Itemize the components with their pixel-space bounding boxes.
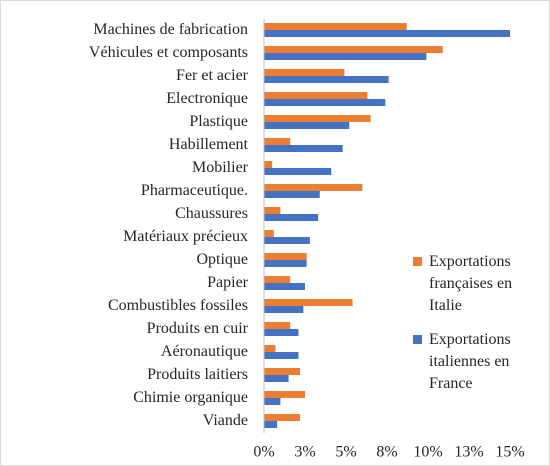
bar [264, 214, 319, 221]
y-tick-label: Aéronautique [161, 343, 248, 360]
bar [264, 46, 443, 53]
x-tick-label: 8% [376, 444, 397, 461]
bar [264, 421, 278, 428]
bar [264, 184, 363, 191]
bar [264, 53, 427, 60]
y-tick-label: Chaussures [175, 205, 248, 222]
y-tick-label: Fer et acier [176, 67, 249, 84]
y-tick-label: Viande [203, 412, 248, 429]
bar [264, 161, 273, 168]
bar [264, 76, 389, 83]
bar [264, 306, 304, 313]
legend-item: Exportations italiennes en France [413, 329, 543, 395]
x-tick-label: 0% [253, 444, 274, 461]
bar [264, 414, 301, 421]
y-tick-label: Optique [196, 251, 248, 268]
legend-item: Exportations françaises en Italie [413, 251, 543, 317]
bar [264, 115, 371, 122]
bar [264, 69, 345, 76]
bar [264, 145, 343, 152]
bar [264, 329, 299, 336]
bar [264, 230, 274, 237]
bar [264, 299, 353, 306]
x-tick-label: 3% [294, 444, 315, 461]
y-tick-label: Chimie organique [133, 389, 248, 406]
y-tick-label: Combustibles fossiles [108, 297, 248, 314]
x-tick-label: 15% [495, 444, 524, 461]
bar [264, 345, 276, 352]
y-tick-label: Papier [207, 274, 249, 291]
x-tick-label: 5% [335, 444, 356, 461]
bar [264, 352, 299, 359]
y-tick-label: Habillement [169, 136, 249, 153]
bar [264, 260, 307, 267]
x-tick-label: 13% [454, 444, 483, 461]
y-tick-label: Matériaux précieux [123, 228, 248, 245]
bar [264, 391, 305, 398]
bar [264, 207, 281, 214]
bar [264, 138, 291, 145]
y-tick-label: Produits en cuir [147, 320, 249, 337]
y-tick-label: Plastique [189, 113, 248, 130]
y-tick-label: Mobilier [192, 159, 249, 176]
bar [264, 122, 350, 129]
x-tick-label: 10% [413, 444, 442, 461]
y-tick-label: Pharmaceutique. [141, 182, 248, 199]
bar [264, 237, 310, 244]
bar [264, 168, 332, 175]
legend-label: Exportations françaises en Italie [429, 253, 513, 314]
bar [264, 375, 289, 382]
bar [264, 283, 305, 290]
bar [264, 253, 307, 260]
bar [264, 368, 301, 375]
y-tick-label: Véhicules et composants [89, 44, 248, 61]
y-tick-label: Machines de fabrication [93, 21, 248, 38]
y-tick-label: Produits laitiers [147, 366, 248, 383]
bar [264, 92, 368, 99]
legend-swatch [413, 257, 422, 266]
bar [264, 398, 281, 405]
bar [264, 276, 291, 283]
legend-swatch [413, 335, 422, 344]
bar [264, 30, 510, 37]
bar [264, 23, 407, 30]
legend-label: Exportations italiennes en France [429, 331, 511, 392]
bar [264, 322, 291, 329]
y-tick-label: Electronique [166, 90, 248, 107]
bar [264, 191, 320, 198]
bar [264, 99, 386, 106]
